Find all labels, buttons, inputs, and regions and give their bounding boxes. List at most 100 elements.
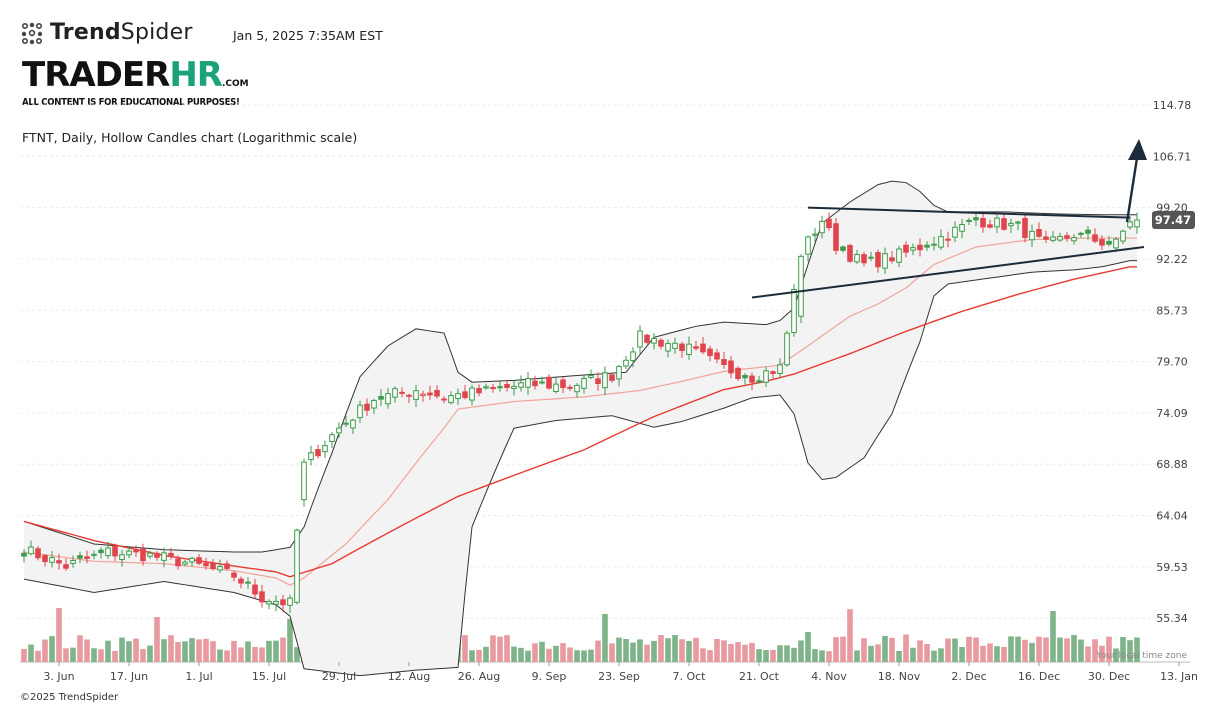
candle[interactable]: [672, 337, 678, 354]
candle[interactable]: [1001, 213, 1007, 231]
candle[interactable]: [154, 551, 160, 561]
candle[interactable]: [147, 550, 153, 559]
candle[interactable]: [273, 595, 279, 612]
candle[interactable]: [161, 547, 167, 568]
candle[interactable]: [693, 340, 699, 351]
candle[interactable]: [231, 570, 237, 582]
candle[interactable]: [735, 366, 741, 381]
candle[interactable]: [847, 243, 853, 264]
candle[interactable]: [1050, 231, 1056, 243]
candle[interactable]: [322, 440, 328, 458]
candle[interactable]: [581, 375, 587, 394]
candle[interactable]: [1127, 216, 1133, 230]
candle[interactable]: [259, 584, 265, 608]
candle[interactable]: [833, 218, 839, 255]
candle[interactable]: [805, 235, 811, 262]
candle[interactable]: [308, 445, 314, 466]
candle[interactable]: [112, 543, 118, 562]
candle[interactable]: [1015, 220, 1021, 231]
candle[interactable]: [21, 548, 27, 563]
candle[interactable]: [301, 458, 307, 507]
candle[interactable]: [483, 383, 489, 390]
candle[interactable]: [798, 254, 804, 324]
candle[interactable]: [924, 241, 930, 251]
candle[interactable]: [385, 387, 391, 409]
candle[interactable]: [854, 249, 860, 265]
candle[interactable]: [728, 356, 734, 379]
candle[interactable]: [378, 388, 384, 406]
candle[interactable]: [84, 550, 90, 564]
candle[interactable]: [420, 390, 426, 402]
candle[interactable]: [469, 384, 475, 406]
candle[interactable]: [952, 221, 958, 243]
candle[interactable]: [721, 351, 727, 369]
candle[interactable]: [413, 385, 419, 408]
candle[interactable]: [245, 577, 251, 589]
candle[interactable]: [511, 381, 517, 396]
candle[interactable]: [287, 594, 293, 614]
candle[interactable]: [518, 375, 524, 392]
candle[interactable]: [140, 543, 146, 566]
candle[interactable]: [714, 348, 720, 364]
candle[interactable]: [889, 250, 895, 264]
candle[interactable]: [98, 547, 104, 559]
candle[interactable]: [868, 251, 874, 262]
candle[interactable]: [1064, 232, 1070, 242]
candle[interactable]: [651, 333, 657, 350]
candle[interactable]: [644, 333, 650, 345]
candle[interactable]: [609, 373, 615, 383]
candle[interactable]: [63, 558, 69, 571]
candle[interactable]: [476, 384, 482, 397]
candle[interactable]: [882, 247, 888, 274]
candle[interactable]: [686, 336, 692, 360]
candle[interactable]: [42, 554, 48, 567]
candle[interactable]: [1043, 230, 1049, 244]
candle[interactable]: [350, 418, 356, 434]
candle[interactable]: [700, 337, 706, 355]
candle[interactable]: [749, 372, 755, 390]
candle[interactable]: [210, 558, 216, 571]
candle[interactable]: [329, 432, 335, 449]
candle[interactable]: [455, 388, 461, 405]
candle[interactable]: [1078, 231, 1084, 238]
candle[interactable]: [1071, 234, 1077, 245]
candle[interactable]: [497, 381, 503, 392]
candle[interactable]: [770, 370, 776, 379]
candle[interactable]: [665, 339, 671, 358]
candle[interactable]: [91, 550, 97, 560]
candle[interactable]: [938, 229, 944, 251]
candle[interactable]: [1113, 236, 1119, 252]
candle[interactable]: [441, 396, 447, 404]
candle[interactable]: [679, 341, 685, 358]
candle[interactable]: [931, 236, 937, 251]
candle[interactable]: [56, 553, 62, 570]
candle[interactable]: [392, 385, 398, 403]
candle[interactable]: [119, 549, 125, 567]
candle[interactable]: [777, 358, 783, 378]
candle[interactable]: [980, 212, 986, 233]
candle[interactable]: [966, 217, 972, 226]
candle[interactable]: [1022, 212, 1028, 243]
candles[interactable]: [21, 212, 1140, 614]
candle[interactable]: [910, 243, 916, 256]
candle[interactable]: [217, 559, 223, 574]
candle[interactable]: [616, 364, 622, 387]
candle[interactable]: [1134, 212, 1140, 234]
candle[interactable]: [462, 385, 468, 400]
candle[interactable]: [1092, 228, 1098, 243]
candle[interactable]: [336, 422, 342, 438]
candle[interactable]: [175, 555, 181, 570]
candle[interactable]: [595, 372, 601, 391]
candle[interactable]: [994, 214, 1000, 234]
candle[interactable]: [371, 398, 377, 414]
candle[interactable]: [1029, 224, 1035, 247]
candle[interactable]: [623, 355, 629, 370]
candle[interactable]: [1099, 235, 1105, 251]
candle[interactable]: [434, 385, 440, 399]
candle[interactable]: [28, 540, 34, 556]
candle[interactable]: [917, 238, 923, 257]
candle[interactable]: [826, 212, 832, 231]
candle[interactable]: [525, 371, 531, 395]
candle[interactable]: [49, 551, 55, 568]
candle[interactable]: [987, 219, 993, 229]
